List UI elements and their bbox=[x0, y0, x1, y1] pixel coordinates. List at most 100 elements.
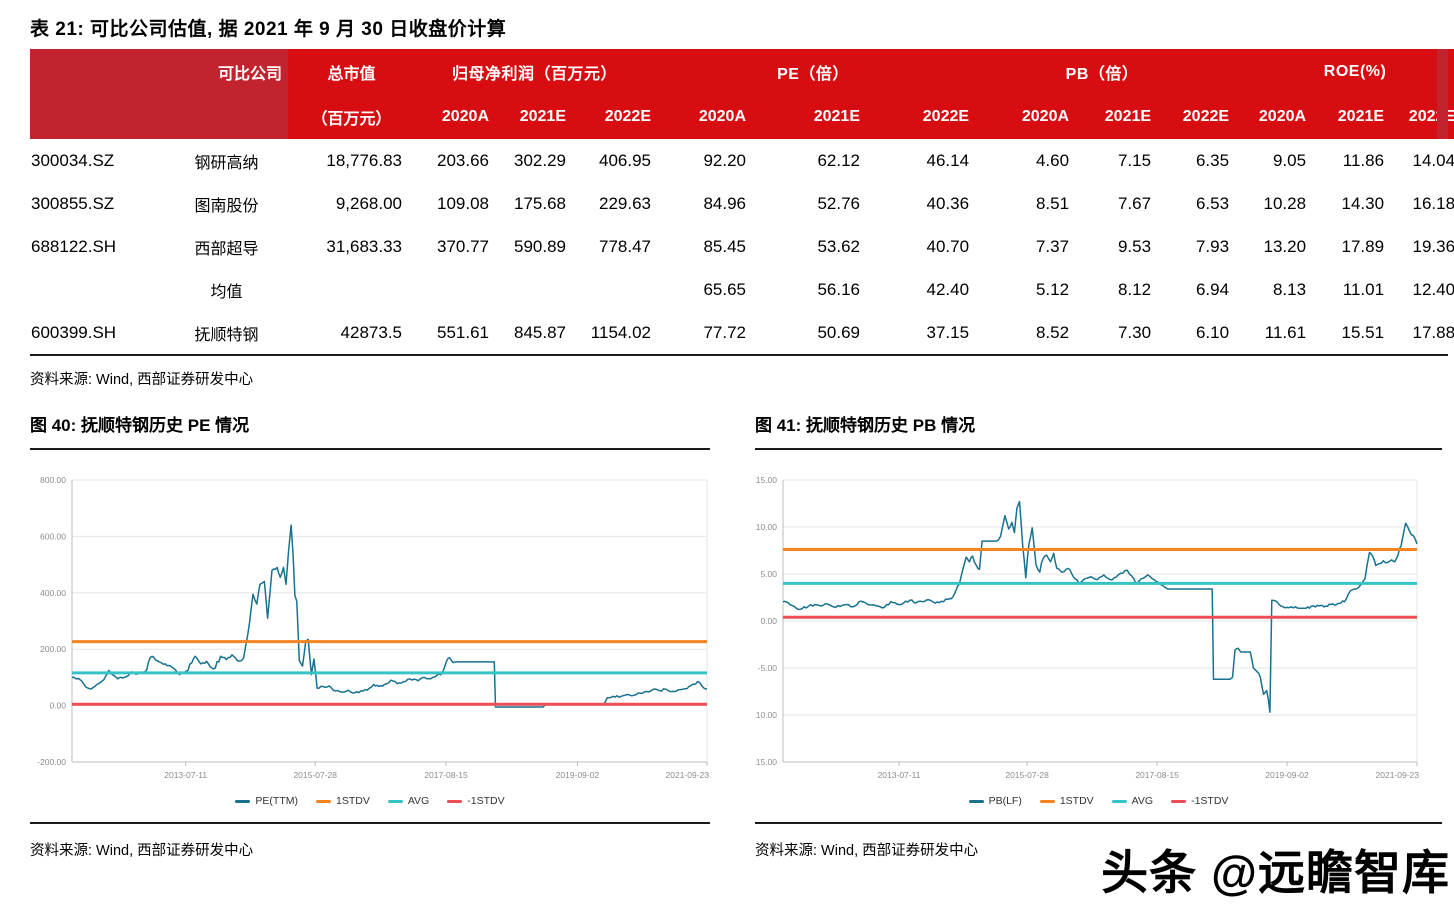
legend-item-pe-ttm-: PE(TTM) bbox=[235, 795, 298, 807]
company-name: 抚顺特钢 bbox=[194, 326, 259, 344]
value-cell: 14.30 bbox=[1341, 193, 1385, 213]
value-cell: 19.36 bbox=[1412, 236, 1454, 256]
legend-swatch bbox=[315, 799, 331, 803]
header-year: 2020A bbox=[1232, 94, 1310, 139]
legend-swatch bbox=[447, 799, 463, 803]
legend-label: PB(LF) bbox=[988, 795, 1022, 807]
legend-label: AVG bbox=[1131, 795, 1154, 807]
value-cell bbox=[569, 268, 654, 311]
y-tick-label: 10.00 bbox=[756, 522, 778, 532]
stock-code: 300855.SZ bbox=[31, 193, 115, 213]
company-name: 西部超导 bbox=[194, 240, 259, 258]
value-cell: 9,268.00 bbox=[335, 193, 402, 213]
legend-item-avg: AVG bbox=[1111, 795, 1154, 807]
value-cell: 109.08 bbox=[437, 193, 489, 213]
value-cell: 85.45 bbox=[703, 236, 746, 256]
value-cell: 65.65 bbox=[703, 279, 746, 299]
x-tick-label: 2019-09-02 bbox=[556, 770, 600, 780]
header-pb-group: PB（倍） bbox=[972, 49, 1233, 94]
value-cell: 9.53 bbox=[1117, 236, 1152, 256]
table-group-header-row: 可比公司 总市值 归母净利润（百万元） PE（倍） PB（倍） ROE(%) bbox=[30, 49, 1454, 94]
x-tick-label: 2017-08-15 bbox=[424, 770, 468, 780]
table-body: 300034.SZ 钢研高纳 18,776.83 203.66 302.29 406.95… bbox=[30, 139, 1454, 354]
value-cell: 62.12 bbox=[817, 150, 860, 170]
value-cell: 8.51 bbox=[1035, 193, 1070, 213]
table-row: 300034.SZ 钢研高纳 18,776.83 203.66 302.29 406.95… bbox=[30, 139, 1454, 182]
header-year: 2022E bbox=[1154, 94, 1233, 139]
header-mktcap-unit: （百万元） bbox=[288, 94, 415, 139]
y-tick-label: 600.00 bbox=[40, 531, 66, 541]
watermark: 头条 @远瞻智库 bbox=[1101, 846, 1450, 899]
pe-ttm--series bbox=[71, 524, 708, 708]
legend-swatch bbox=[235, 799, 251, 803]
figure-pb-title: 图 41: 抚顺特钢历史 PB 情况 bbox=[755, 416, 976, 435]
value-cell: 40.70 bbox=[926, 236, 970, 256]
table-title: 表 21: 可比公司估值, 据 2021 年 9 月 30 日收盘价计算 bbox=[30, 19, 507, 40]
header-blank-cell bbox=[30, 94, 165, 139]
value-cell: 8.12 bbox=[1117, 279, 1152, 299]
value-cell: 18,776.83 bbox=[326, 150, 402, 170]
header-mktcap: 总市值 bbox=[288, 49, 415, 94]
header-year: 2021E bbox=[749, 94, 863, 139]
figure-pb-bottom-rule bbox=[755, 822, 1442, 824]
value-cell bbox=[492, 268, 569, 311]
legend-label: 1STDV bbox=[1059, 795, 1094, 807]
y-tick-label: 5.00 bbox=[760, 569, 777, 579]
value-cell: 40.36 bbox=[926, 193, 970, 213]
value-cell: 1154.02 bbox=[590, 322, 651, 342]
header-year: 2022E bbox=[863, 94, 973, 139]
valuation-table-wrap: 可比公司 总市值 归母净利润（百万元） PE（倍） PB（倍） ROE(%) （… bbox=[30, 49, 1454, 356]
pb-lf--series bbox=[782, 500, 1418, 713]
header-company: 可比公司 bbox=[165, 49, 288, 94]
value-cell: 11.01 bbox=[1342, 279, 1385, 299]
figure-pb-source: 资料来源: Wind, 西部证券研发中心 bbox=[755, 843, 979, 859]
value-cell: 778.47 bbox=[599, 236, 651, 256]
y-tick-label: 800.00 bbox=[40, 475, 66, 485]
table-row: 600399.SH 抚顺特钢 42873.5 551.61 845.87 1154.02 7… bbox=[30, 311, 1454, 354]
legend-item-pb-lf-: PB(LF) bbox=[968, 795, 1022, 807]
legend-label: 1STDV bbox=[335, 795, 370, 807]
value-cell: 8.52 bbox=[1035, 322, 1070, 342]
header-net-profit-group: 归母净利润（百万元） bbox=[415, 49, 654, 94]
value-cell: 10.28 bbox=[1263, 193, 1307, 213]
value-cell: 37.15 bbox=[926, 322, 970, 342]
value-cell: 6.10 bbox=[1195, 322, 1230, 342]
header-roe-group: ROE(%) bbox=[1232, 49, 1454, 94]
header-year: 2020A bbox=[415, 94, 492, 139]
x-tick-label: 2019-09-02 bbox=[1265, 770, 1309, 780]
report-page: 表 21: 可比公司估值, 据 2021 年 9 月 30 日收盘价计算 可比公… bbox=[0, 14, 1454, 860]
y-tick-label: -10.00 bbox=[755, 710, 777, 720]
pb-chart: 15.00 10.00 5.00 0.00 -5.00 -10.00 -15.00 2013-… bbox=[755, 456, 1442, 790]
value-cell: 11.61 bbox=[1264, 322, 1307, 342]
value-cell bbox=[415, 268, 492, 311]
legend-label: AVG bbox=[407, 795, 430, 807]
header-year: 2021E bbox=[492, 94, 569, 139]
header-year: 2021E bbox=[1072, 94, 1155, 139]
y-tick-label: 400.00 bbox=[40, 588, 66, 598]
x-tick-label: 2013-07-11 bbox=[878, 770, 921, 780]
pe-chart-wrap: 800.00 600.00 400.00 200.00 0.00 -200.00 2013-… bbox=[30, 450, 710, 810]
stock-code: 600399.SH bbox=[31, 322, 117, 342]
valuation-table: 可比公司 总市值 归母净利润（百万元） PE（倍） PB（倍） ROE(%) （… bbox=[30, 49, 1454, 354]
value-cell: 7.93 bbox=[1195, 236, 1230, 256]
legend-swatch bbox=[1171, 799, 1187, 803]
x-tick-label: 2021-09-23 bbox=[1376, 770, 1420, 780]
stock-code: 300034.SZ bbox=[31, 150, 115, 170]
table-row: 688122.SH 西部超导 31,683.33 370.77 590.89 778.47… bbox=[30, 225, 1454, 268]
y-tick-label: 15.00 bbox=[756, 475, 778, 485]
x-tick-label: 2017-08-15 bbox=[1135, 770, 1179, 780]
value-cell: 14.04 bbox=[1412, 150, 1454, 170]
legend-item-avg: AVG bbox=[387, 795, 430, 807]
table-row: 均值 65.65 56.16 42.40 5.12 8.12 6.94 8.13 11.01 12… bbox=[30, 268, 1454, 311]
value-cell: 13.20 bbox=[1263, 236, 1307, 256]
y-tick-label: 200.00 bbox=[40, 644, 66, 654]
company-name: 均值 bbox=[210, 283, 243, 301]
header-year: 2022E bbox=[569, 94, 654, 139]
value-cell: 9.05 bbox=[1272, 150, 1307, 170]
value-cell: 92.20 bbox=[703, 150, 746, 170]
value-cell: 302.29 bbox=[514, 150, 566, 170]
value-cell: 77.72 bbox=[703, 322, 746, 342]
value-cell: 7.67 bbox=[1117, 193, 1152, 213]
legend-swatch bbox=[1111, 799, 1127, 803]
header-pe-group: PE（倍） bbox=[654, 49, 973, 94]
